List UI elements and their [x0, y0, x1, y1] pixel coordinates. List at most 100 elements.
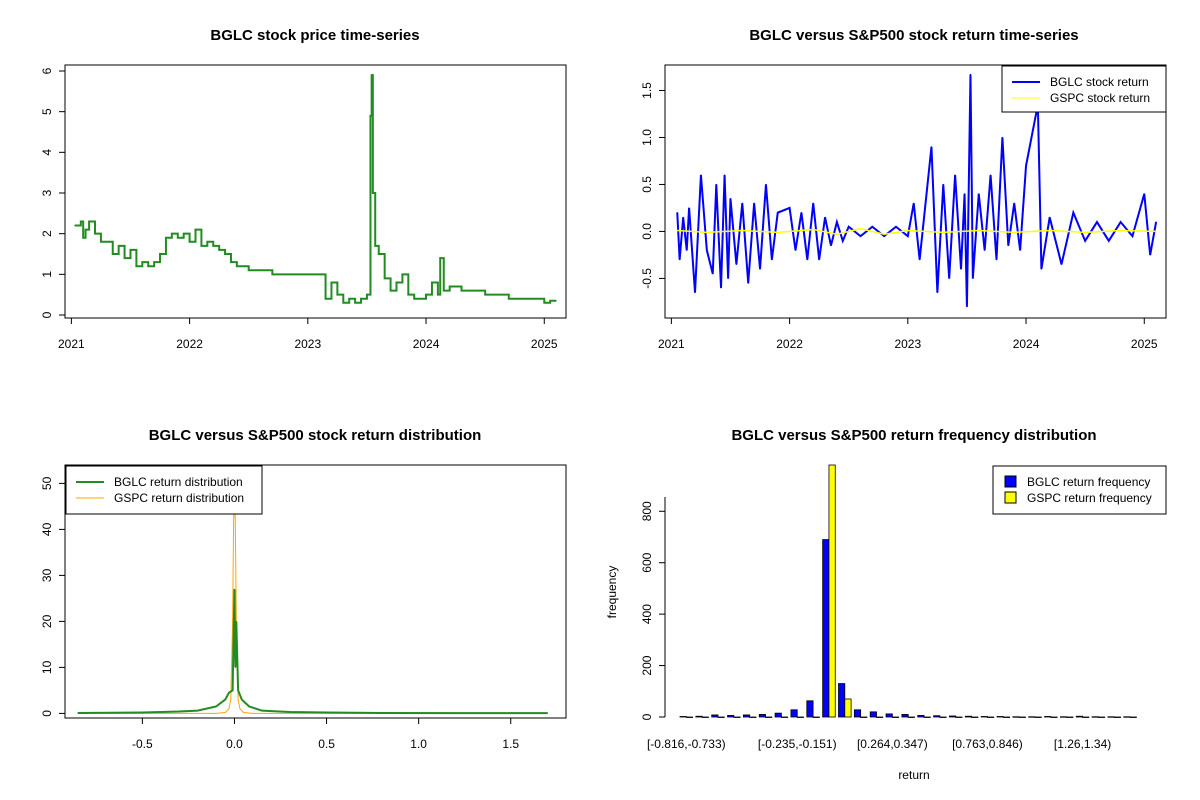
- data-point: [239, 708, 241, 710]
- data-point: [74, 224, 76, 227]
- data-point: [100, 241, 102, 243]
- data-point: [1049, 229, 1051, 232]
- data-point: [88, 220, 90, 223]
- series-line-bglc-density: [77, 589, 548, 715]
- data-point: [228, 708, 230, 710]
- x-tick-label: [-0.816,-0.733): [647, 737, 726, 751]
- data-point: [112, 253, 114, 255]
- data-point: [374, 245, 376, 247]
- data-point: [159, 253, 161, 255]
- y-tick-label: 5: [40, 108, 54, 115]
- bar-gspc: [1050, 716, 1058, 718]
- bar-bglc: [711, 714, 719, 718]
- y-tick-label: 50: [40, 476, 54, 490]
- x-tick-label: 2025: [1131, 337, 1158, 351]
- bar-gspc: [828, 464, 836, 718]
- y-tick-label: 1.0: [640, 129, 654, 146]
- x-tick-label: 2023: [894, 337, 921, 351]
- data-point: [676, 229, 678, 232]
- data-point: [1155, 221, 1157, 223]
- data-point: [830, 244, 832, 247]
- data-point: [771, 259, 773, 261]
- legend-label: GSPC return distribution: [114, 491, 244, 505]
- data-point: [234, 528, 236, 530]
- data-point: [252, 712, 254, 714]
- data-point: [942, 183, 944, 186]
- data-point: [372, 192, 374, 194]
- legend-swatch-bglc: [1004, 475, 1017, 488]
- data-point: [177, 237, 179, 239]
- legend-label: GSPC return frequency: [1027, 491, 1152, 505]
- bar-bglc: [1060, 716, 1068, 718]
- bar-gspc: [717, 716, 725, 718]
- bar-gspc: [749, 716, 757, 718]
- data-point: [942, 231, 944, 233]
- data-point: [224, 253, 226, 255]
- data-point: [508, 298, 510, 300]
- data-point: [765, 183, 767, 186]
- data-point: [741, 229, 743, 232]
- panel-price-timeseries: BGLC stock price time-series 2021 2022 202…: [40, 27, 567, 351]
- data-point: [259, 269, 262, 271]
- data-point: [531, 298, 534, 300]
- x-tick-label: [-0.235,-0.151): [758, 737, 837, 751]
- data-point: [242, 265, 244, 267]
- data-point: [682, 216, 684, 218]
- data-point: [978, 193, 980, 195]
- legend-label: BGLC stock return: [1050, 75, 1149, 89]
- data-point: [183, 233, 185, 235]
- data-point: [232, 689, 234, 691]
- data-point: [218, 249, 220, 251]
- data-point: [1013, 231, 1015, 233]
- data-point: [80, 220, 82, 223]
- x-axis-label: return: [898, 768, 929, 782]
- bar-bglc: [838, 683, 846, 718]
- data-point: [1060, 263, 1063, 265]
- bar-bglc: [727, 715, 735, 718]
- data-point: [200, 245, 203, 247]
- bar-gspc: [765, 716, 773, 718]
- x-tick-label: -0.5: [132, 737, 153, 751]
- y-tick-label: 30: [40, 568, 54, 582]
- bar-bglc: [996, 716, 1004, 718]
- data-point: [407, 294, 409, 296]
- bar-bglc: [1091, 716, 1099, 718]
- data-point: [895, 226, 897, 228]
- data-point: [969, 73, 972, 76]
- data-point: [369, 115, 372, 117]
- data-point: [777, 212, 779, 214]
- bar-gspc: [876, 716, 884, 718]
- series-line-bglc-return: [676, 74, 1158, 307]
- data-point: [1072, 212, 1074, 214]
- data-point: [1007, 244, 1009, 247]
- data-point: [1143, 193, 1145, 195]
- data-point: [1149, 254, 1151, 256]
- plot-frame: [64, 64, 567, 319]
- data-point: [777, 231, 779, 233]
- data-point: [324, 298, 327, 300]
- data-point: [431, 281, 433, 284]
- legend-box: [1001, 65, 1167, 113]
- bar-gspc: [812, 716, 820, 718]
- data-point: [1040, 268, 1043, 270]
- data-point: [871, 226, 873, 228]
- bar-bglc: [1123, 716, 1131, 718]
- x-tick-label: 2024: [413, 337, 440, 351]
- bar-bglc: [1075, 715, 1083, 718]
- data-point: [930, 146, 933, 148]
- y-tick-label: 0.5: [640, 176, 654, 193]
- data-point: [972, 277, 974, 280]
- data-point: [395, 281, 398, 284]
- data-point: [243, 711, 245, 713]
- bar-bglc: [869, 711, 877, 718]
- data-point: [978, 229, 980, 232]
- bar-gspc: [1082, 716, 1090, 718]
- bar-gspc: [701, 716, 709, 718]
- legend-swatch-gspc: [1004, 491, 1017, 504]
- bar-bglc: [774, 712, 782, 718]
- data-point: [342, 302, 344, 304]
- bar-gspc: [939, 716, 947, 718]
- data-point: [812, 202, 814, 204]
- data-point: [336, 294, 338, 296]
